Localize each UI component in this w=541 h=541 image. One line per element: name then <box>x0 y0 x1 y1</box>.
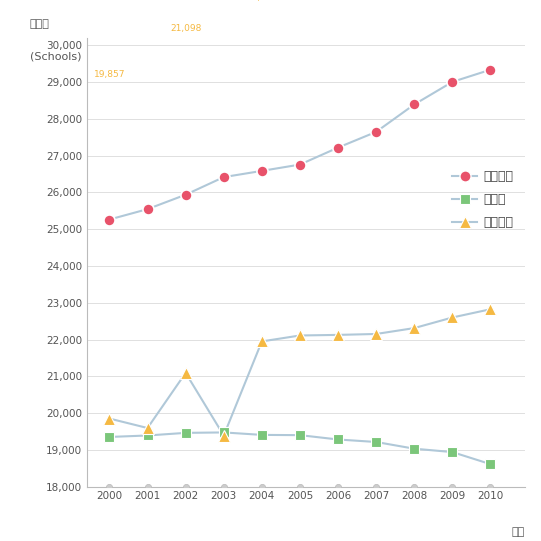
Text: 연도: 연도 <box>512 527 525 537</box>
Text: 21,953: 21,953 <box>246 0 278 2</box>
Legend: 초등학교, 중학교, 고등학교: 초등학교, 중학교, 고등학교 <box>447 166 518 234</box>
Text: 19,857: 19,857 <box>94 70 125 79</box>
Text: 21,098: 21,098 <box>170 24 201 33</box>
Text: (Schools): (Schools) <box>30 51 81 61</box>
Text: 학교수: 학교수 <box>30 19 49 29</box>
